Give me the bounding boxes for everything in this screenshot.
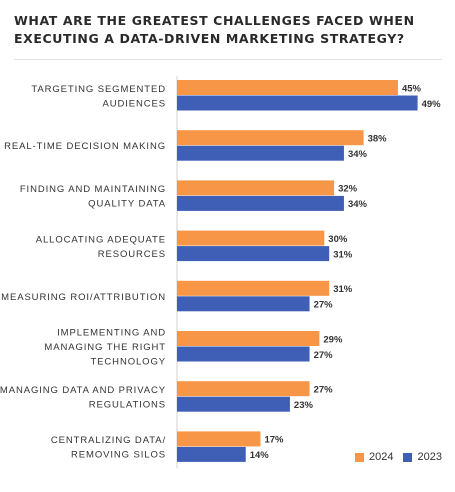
value-label-2023: 14%: [250, 450, 270, 461]
bar-2024: [177, 80, 398, 95]
bar-2024: [177, 130, 364, 146]
category-label: CENTRALIZING DATA/REMOVING SILOS: [51, 435, 166, 461]
bar-2023: [177, 195, 344, 211]
bar-2024: [177, 431, 261, 447]
category-label: REAL-TIME DECISION MAKING: [4, 141, 166, 152]
legend-label-2023: 2023: [417, 451, 442, 463]
bar-2023: [177, 95, 418, 111]
bar-2024: [177, 381, 310, 397]
value-label-2023: 27%: [314, 300, 334, 311]
value-label-2024: 32%: [338, 184, 358, 195]
legend: 2024 2023: [345, 451, 442, 463]
bar-2024: [177, 280, 330, 296]
category-label-line: TECHNOLOGY: [90, 357, 166, 368]
legend-swatch-2024: [355, 452, 364, 462]
value-label-2024: 17%: [264, 435, 284, 446]
bar-2024: [177, 230, 325, 246]
bar-2024: [177, 180, 335, 196]
category-label: IMPLEMENTING AND MANAGING THE RIGHT TECHNO…: [44, 328, 166, 368]
category-label-line: AUDIENCES: [102, 98, 166, 109]
bar-2024: [177, 331, 320, 346]
bar-2023: [177, 296, 310, 312]
value-label-2024: 45%: [402, 83, 422, 94]
category-label-line: MANAGING DATA AND PRIVACY: [0, 385, 166, 396]
category-label-line: REAL-TIME DECISION MAKING: [4, 141, 166, 152]
value-label-2023: 34%: [348, 149, 368, 160]
bar-2023: [177, 446, 246, 462]
value-label-2024: 27%: [314, 384, 334, 395]
value-label-2024: 30%: [328, 234, 348, 245]
chart-title: WHAT ARE THE GREATEST CHALLENGES FACED W…: [14, 13, 415, 46]
category-label: ALLOCATING ADEQUATE RESOURCES: [36, 234, 166, 260]
category-label-line: FINDING AND MAINTAINING: [20, 184, 166, 195]
value-label-2023: 49%: [422, 99, 442, 110]
legend-item-2023: 2023: [403, 451, 442, 463]
category-label-line: MANAGING THE RIGHT: [44, 342, 166, 353]
value-label-2023: 34%: [348, 199, 368, 210]
category-label-line: CENTRALIZING DATA/: [51, 435, 166, 446]
category-label-line: REGULATIONS: [89, 399, 166, 410]
value-label-2024: 38%: [368, 133, 388, 144]
category-label-line: RESOURCES: [98, 249, 166, 260]
legend-label-2024: 2024: [369, 451, 394, 463]
value-label-2024: 29%: [323, 334, 343, 345]
category-label-line: QUALITY DATA: [88, 199, 166, 210]
bar-2023: [177, 145, 344, 161]
category-label-line: REMOVING SILOS: [71, 450, 166, 461]
legend-item-2024: 2024: [355, 451, 393, 463]
bar-2023: [177, 246, 330, 262]
category-label: MANAGING DATA AND PRIVACY REGULATIONS: [0, 385, 166, 411]
title-divider: [14, 59, 442, 60]
value-label-2023: 27%: [314, 350, 334, 361]
legend-swatch-2023: [403, 452, 413, 462]
category-label-line: MEASURING ROI/ATTRIBUTION: [1, 292, 166, 303]
category-label: FINDING AND MAINTAINING QUALITY DATA: [20, 184, 166, 210]
category-label: MEASURING ROI/ATTRIBUTION: [1, 292, 166, 303]
category-label: TARGETING SEGMENTED AUDIENCES: [31, 84, 166, 110]
category-label-line: TARGETING SEGMENTED: [31, 84, 166, 95]
value-label-2024: 31%: [333, 284, 353, 295]
category-label-line: IMPLEMENTING AND: [57, 328, 166, 339]
bar-2023: [177, 396, 290, 412]
category-label-line: ALLOCATING ADEQUATE: [36, 234, 166, 245]
value-label-2023: 23%: [294, 400, 314, 411]
value-label-2023: 31%: [333, 249, 353, 260]
bar-2023: [177, 346, 310, 362]
